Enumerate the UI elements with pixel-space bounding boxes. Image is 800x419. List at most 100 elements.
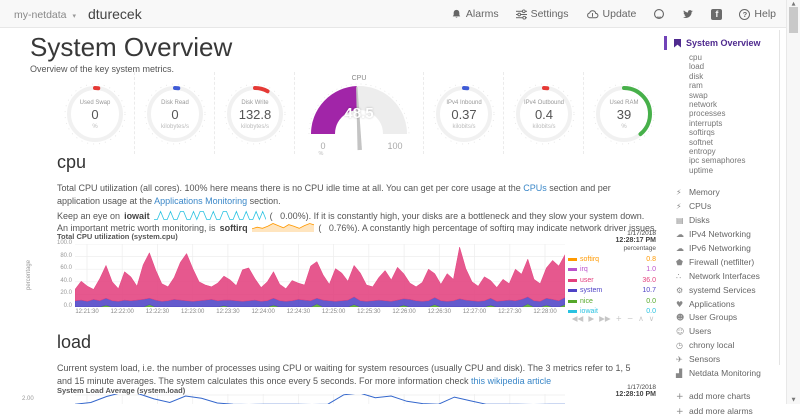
applications-monitoring-link[interactable]: Applications Monitoring bbox=[154, 196, 248, 207]
legend-name: irq bbox=[580, 266, 588, 274]
gauge-cpu[interactable]: CPU 48.5 0 100 % bbox=[294, 72, 423, 156]
sidebar-section-label: chrony local bbox=[689, 340, 735, 351]
legend-row-system[interactable]: system 10.7 bbox=[568, 286, 656, 297]
sidebar-item-user-groups[interactable]: ☻ User Groups bbox=[676, 311, 780, 325]
cpu-chart-plot[interactable] bbox=[75, 244, 565, 307]
sidebar-item-ipv6-networking[interactable]: ☁ IPv6 Networking bbox=[676, 242, 780, 256]
sidebar-scrollbar[interactable] bbox=[779, 30, 780, 365]
sidebar-item-ram[interactable]: ram bbox=[689, 81, 703, 91]
bolt-icon: ⚡ bbox=[676, 188, 682, 198]
legend-row-iowait[interactable]: iowait 0.0 bbox=[568, 307, 656, 318]
sensors-icon: ✈ bbox=[676, 355, 683, 365]
users-icon: ☻ bbox=[676, 313, 685, 323]
twitter-icon bbox=[683, 10, 694, 18]
sidebar-item-firewall-netfilter-[interactable]: ⬟ Firewall (netfilter) bbox=[676, 256, 780, 270]
cpu-chart-date: 1/17/2018 bbox=[627, 230, 656, 237]
chart-control-button[interactable]: ◀◀ bbox=[571, 314, 584, 323]
sidebar-item-disk[interactable]: disk bbox=[689, 71, 704, 81]
sidebar-item-ipc-semaphores[interactable]: ipc semaphores bbox=[689, 156, 746, 166]
sidebar-item-network-interfaces[interactable]: ∴ Network Interfaces bbox=[676, 270, 780, 284]
chart-control-button[interactable]: ▶▶ bbox=[599, 314, 611, 323]
sidebar-item-load[interactable]: load bbox=[689, 62, 705, 72]
legend-row-nice[interactable]: nice 0.0 bbox=[568, 296, 656, 307]
sidebar-item-softnet[interactable]: softnet bbox=[689, 137, 714, 147]
x-tick-label: 12:24:00 bbox=[251, 309, 275, 315]
cpu-desc-text2: section and per application usage at the bbox=[57, 183, 611, 207]
scroll-down-arrow[interactable]: ▼ bbox=[791, 397, 796, 403]
sidebar-item-netdata-monitoring[interactable]: ▟ Netdata Monitoring bbox=[676, 367, 780, 381]
x-tick-label: 12:28:00 bbox=[533, 309, 557, 315]
sidebar-item-add-more-alarms[interactable]: + add more alarms bbox=[676, 404, 780, 419]
sidebar-item-cpus[interactable]: ⚡ CPUs bbox=[676, 200, 780, 214]
chart-control-button[interactable]: ∧ bbox=[638, 314, 644, 323]
sidebar-item-network[interactable]: network bbox=[689, 100, 718, 110]
legend-row-softirq[interactable]: softirq 0.8 bbox=[568, 254, 656, 265]
my-netdata-dropdown[interactable]: my-netdata ▾ bbox=[14, 9, 76, 21]
sidebar-item-disks[interactable]: ▤ Disks bbox=[676, 214, 780, 228]
chart-control-button[interactable]: − bbox=[626, 314, 634, 323]
scroll-up-arrow[interactable]: ▲ bbox=[791, 1, 796, 7]
svg-text:Used Swap: Used Swap bbox=[79, 100, 110, 106]
scrollbar-thumb[interactable] bbox=[789, 7, 798, 33]
chart-control-button[interactable]: ∨ bbox=[648, 314, 655, 323]
svg-text:0: 0 bbox=[320, 141, 325, 151]
chart-control-button[interactable]: ▶ bbox=[588, 314, 595, 323]
sidebar-item-system-overview[interactable]: System Overview bbox=[664, 36, 780, 50]
gauge-ipv4-inbound[interactable]: IPv4 Inbound 0.37 kilobits/s bbox=[423, 72, 503, 154]
y-tick-label: 80.0 bbox=[60, 252, 72, 259]
legend-swatch bbox=[568, 310, 577, 314]
sidebar-item-add-more-charts[interactable]: + add more charts bbox=[676, 389, 780, 404]
wikipedia-link[interactable]: this wikipedia article bbox=[471, 376, 552, 387]
sidebar-item-interrupts[interactable]: interrupts bbox=[689, 118, 723, 128]
gauge-needle bbox=[356, 87, 362, 151]
gears-icon: ⚙ bbox=[676, 285, 684, 295]
sidebar-item-users[interactable]: ☺ Users bbox=[676, 325, 780, 339]
settings-button[interactable]: Settings bbox=[515, 8, 569, 20]
sidebar-item-uptime[interactable]: uptime bbox=[689, 165, 714, 175]
twitter-button[interactable] bbox=[682, 9, 694, 19]
gauge-used-ram[interactable]: Used RAM 39 % bbox=[583, 72, 663, 154]
facebook-button[interactable]: f bbox=[711, 8, 723, 20]
gauge-ipv4-outbound[interactable]: IPv4 Outbound 0.4 kilobits/s bbox=[503, 72, 583, 154]
sidebar-item-ipv4-networking[interactable]: ☁ IPv4 Networking bbox=[676, 228, 780, 242]
sidebar-item-chrony-local[interactable]: ◷ chrony local bbox=[676, 339, 780, 353]
sidebar-item-sensors[interactable]: ✈ Sensors bbox=[676, 353, 780, 367]
sidebar-item-softirqs[interactable]: softirqs bbox=[689, 128, 715, 138]
sidebar-item-cpu[interactable]: cpu bbox=[689, 53, 702, 62]
sidebar-item-applications[interactable]: ♥ Applications bbox=[676, 298, 780, 312]
chart-control-button[interactable]: + bbox=[615, 314, 622, 323]
cloud-icon: ☁ bbox=[676, 230, 684, 239]
legend-name: system bbox=[580, 287, 603, 295]
cpu-chart-legend: percentage softirq 0.8 irq 1.0 user 36.0 syste… bbox=[568, 245, 656, 317]
sidebar-item-swap[interactable]: swap bbox=[689, 90, 708, 100]
svg-text:0.37: 0.37 bbox=[451, 107, 476, 122]
x-tick-label: 12:21:30 bbox=[75, 309, 99, 315]
gauge-disk-write[interactable]: Disk Write 132.8 kilobytes/s bbox=[214, 72, 294, 154]
y-tick-label: 20.0 bbox=[60, 290, 72, 297]
github-button[interactable] bbox=[653, 8, 665, 20]
hostname-label: dturecek bbox=[88, 6, 142, 22]
sidebar-section-label: User Groups bbox=[689, 312, 738, 323]
legend-swatch bbox=[568, 299, 577, 303]
x-tick-label: 12:26:30 bbox=[427, 309, 451, 315]
sidebar-item-processes[interactable]: processes bbox=[689, 109, 726, 119]
browser-scrollbar[interactable]: ▲ ▼ bbox=[786, 0, 800, 404]
update-button[interactable]: Update bbox=[586, 8, 636, 20]
legend-row-irq[interactable]: irq 1.0 bbox=[568, 265, 656, 276]
help-button[interactable]: ? Help bbox=[739, 8, 776, 20]
legend-row-user[interactable]: user 36.0 bbox=[568, 275, 656, 286]
svg-text:kilobytes/s: kilobytes/s bbox=[240, 124, 268, 130]
load-chart-title: System Load Average (system.load) bbox=[57, 386, 186, 395]
settings-label: Settings bbox=[530, 8, 569, 20]
alarms-button[interactable]: Alarms bbox=[451, 8, 499, 20]
sidebar-item-entropy[interactable]: entropy bbox=[689, 147, 716, 157]
y-tick-label: 0.0 bbox=[63, 303, 72, 309]
sidebar-sections: ⚡ Memory ⚡ CPUs ▤ Disks ☁ IPv4 Networking ☁ IPv6 … bbox=[664, 186, 780, 381]
sidebar-item-systemd-services[interactable]: ⚙ systemd Services bbox=[676, 284, 780, 298]
gauge-disk-read[interactable]: Disk Read 0 kilobytes/s bbox=[134, 72, 214, 154]
load-chart-plot[interactable] bbox=[75, 394, 565, 404]
gauge-used-swap[interactable]: Used Swap 0 % bbox=[55, 72, 134, 154]
cpus-link[interactable]: CPUs bbox=[523, 183, 547, 193]
sidebar-item-memory[interactable]: ⚡ Memory bbox=[676, 186, 780, 200]
sidebar-section-label: Users bbox=[689, 326, 712, 337]
